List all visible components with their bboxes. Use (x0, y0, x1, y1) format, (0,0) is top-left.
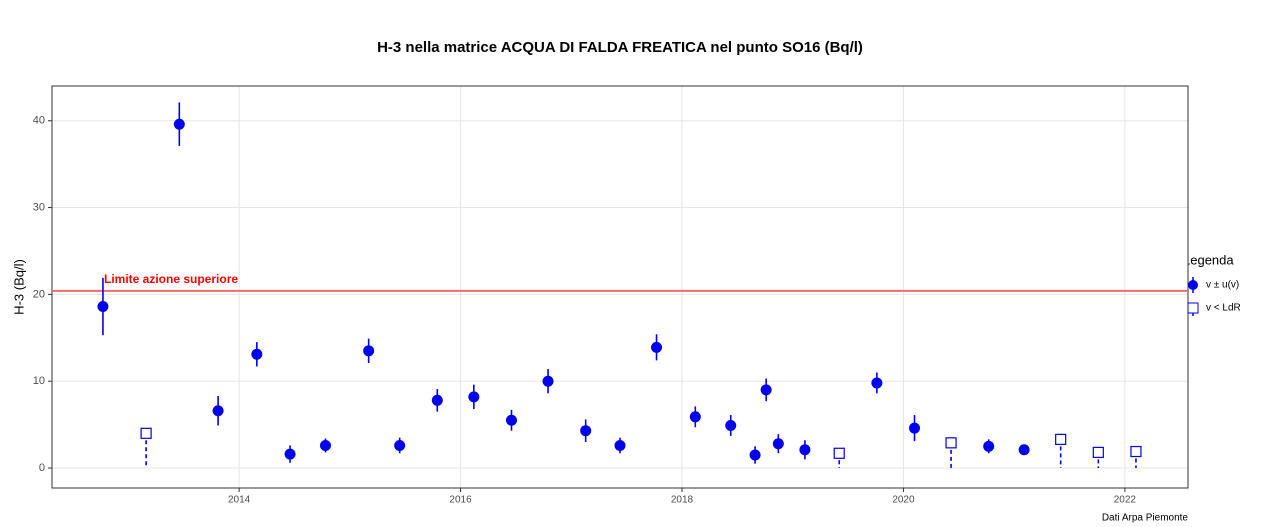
point (319, 439, 331, 451)
point (760, 384, 772, 396)
x-tick-label: 2014 (228, 495, 251, 506)
plot-border (51, 85, 1189, 489)
threshold-label: Limite azione superiore (104, 272, 238, 286)
point (871, 377, 883, 389)
y-tick-label: 10 (33, 375, 45, 387)
point (173, 118, 185, 130)
y-tick-label: 0 (39, 462, 45, 474)
point (97, 301, 109, 313)
chart-title: H-3 nella matrice ACQUA DI FALDA FREATIC… (377, 39, 863, 56)
point (772, 438, 784, 450)
point (614, 439, 626, 451)
plot-panel (52, 86, 1188, 488)
point (1018, 444, 1030, 456)
legend-label: v ± u(v) (1206, 280, 1239, 291)
point (284, 448, 296, 460)
x-tick-label: 2022 (1114, 495, 1137, 506)
point (505, 414, 517, 426)
point (725, 419, 737, 431)
point (580, 425, 592, 437)
y-tick-label: 20 (33, 288, 45, 300)
legend-label: v < LdR (1206, 303, 1241, 314)
point (212, 405, 224, 417)
point (799, 444, 811, 456)
legend-key (1187, 302, 1199, 314)
legend-title: Legenda (1183, 252, 1234, 267)
point (394, 439, 406, 451)
point (542, 375, 554, 387)
point (251, 348, 263, 360)
point (363, 345, 375, 357)
point (651, 341, 663, 353)
point (1130, 445, 1142, 458)
point (945, 437, 957, 449)
y-tick-label: 40 (33, 115, 45, 127)
point (749, 449, 761, 461)
point (140, 427, 152, 439)
y-tick-label: 30 (33, 201, 45, 213)
legend-key (1188, 280, 1198, 290)
point (1092, 446, 1104, 459)
point (468, 391, 480, 403)
point (833, 447, 845, 459)
y-axis-label: H-3 (Bq/l) (11, 259, 26, 315)
point (431, 394, 443, 406)
caption: Dati Arpa Piemonte (1102, 513, 1189, 524)
point (909, 422, 921, 434)
x-tick-label: 2016 (449, 495, 472, 506)
point (1055, 433, 1067, 445)
point (983, 440, 995, 452)
x-tick-label: 2018 (671, 495, 694, 506)
point (689, 411, 701, 423)
x-tick-label: 2020 (892, 495, 915, 506)
